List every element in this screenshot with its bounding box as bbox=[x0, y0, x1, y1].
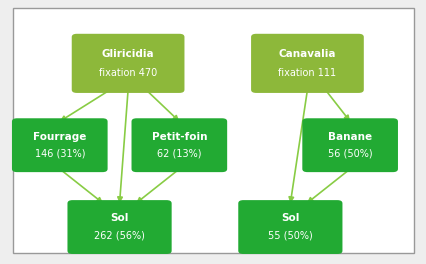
Text: fixation 470: fixation 470 bbox=[99, 68, 157, 78]
Text: 262 (56%): 262 (56%) bbox=[94, 230, 145, 241]
Text: Sol: Sol bbox=[280, 214, 299, 224]
FancyBboxPatch shape bbox=[13, 8, 413, 253]
Text: Canavalia: Canavalia bbox=[278, 49, 335, 59]
FancyBboxPatch shape bbox=[12, 118, 107, 172]
FancyBboxPatch shape bbox=[131, 118, 227, 172]
Text: fixation 111: fixation 111 bbox=[278, 68, 336, 78]
Text: Petit-foin: Petit-foin bbox=[151, 132, 207, 142]
FancyBboxPatch shape bbox=[238, 200, 342, 254]
FancyBboxPatch shape bbox=[302, 118, 397, 172]
Text: Fourrage: Fourrage bbox=[33, 132, 86, 142]
Text: 146 (31%): 146 (31%) bbox=[35, 149, 85, 159]
Text: 62 (13%): 62 (13%) bbox=[157, 149, 201, 159]
Text: Sol: Sol bbox=[110, 214, 129, 224]
Text: 55 (50%): 55 (50%) bbox=[268, 230, 312, 241]
Text: Gliricidia: Gliricidia bbox=[101, 49, 154, 59]
FancyBboxPatch shape bbox=[67, 200, 171, 254]
Text: Banane: Banane bbox=[327, 132, 371, 142]
FancyBboxPatch shape bbox=[72, 34, 184, 93]
Text: 56 (50%): 56 (50%) bbox=[327, 149, 371, 159]
FancyBboxPatch shape bbox=[250, 34, 363, 93]
